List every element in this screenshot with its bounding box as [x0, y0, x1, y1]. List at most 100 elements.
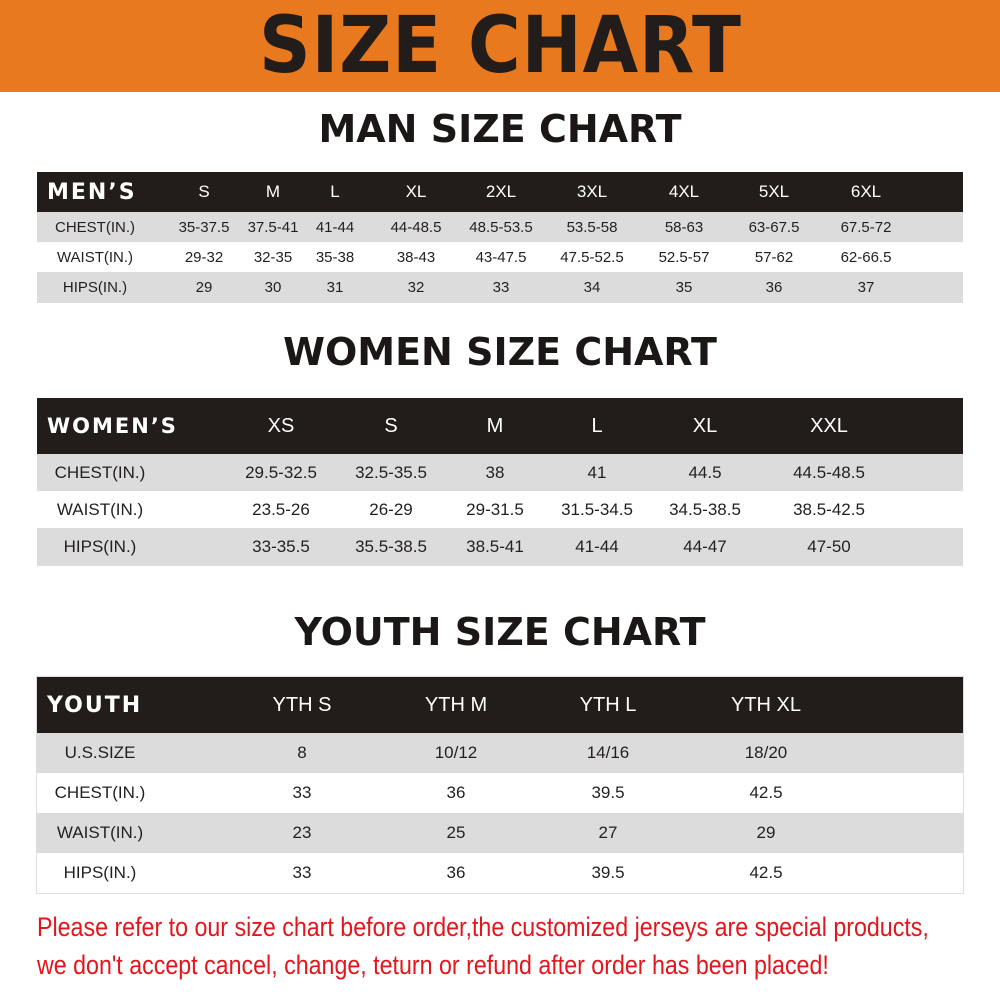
size-header-s: S: [384, 414, 398, 437]
header-label: MEN’S: [47, 179, 137, 205]
table-cell: 62-66.5: [840, 248, 892, 266]
banner: SIZE CHART: [0, 0, 1000, 92]
row-label: WAIST(IN.): [56, 823, 144, 842]
size-header-yth-xl: YTH XL: [730, 693, 802, 716]
men-size-table: MEN’S S M L XL 2XL 3XL 4XL 5XL 6XL CHEST(IN.) 35-37…: [37, 172, 963, 303]
row-label: HIPS(IN.): [63, 863, 137, 882]
table-cell: 37: [857, 279, 875, 296]
table-cell: 29-32: [184, 248, 224, 266]
table-cell: 29-31.5: [466, 499, 524, 519]
table-cell: 38.5-41: [466, 537, 524, 556]
table-cell: 35: [675, 279, 693, 296]
table-cell: 57-62: [754, 248, 794, 266]
table-cell: 41-44: [575, 537, 619, 556]
size-header-l: L: [330, 182, 340, 201]
table-cell: 31: [326, 279, 344, 296]
table-cell: 32-35: [253, 248, 293, 266]
table-cell: 34.5-38.5: [669, 499, 741, 519]
size-header-yth-l: YTH L: [579, 693, 637, 716]
size-header-s: S: [198, 182, 210, 201]
table-cell: 31.5-34.5: [561, 499, 633, 519]
table-cell: 34: [583, 279, 601, 296]
table-cell: 35-37.5: [178, 218, 230, 236]
table-cell: 39.5: [591, 863, 625, 882]
table-cell: 58-63: [664, 218, 704, 236]
table-cell: 47.5-52.5: [560, 248, 624, 266]
table-row: WAIST(IN.) 29-32 32-35 35-38 38-43 43-47.5 47.…: [37, 242, 963, 272]
table-cell: 30: [264, 279, 282, 296]
table-cell: 18/20: [744, 743, 788, 762]
table-row: HIPS(IN.) 29 30 31 32 33 34 35 36 37: [37, 272, 963, 303]
table-cell: 37.5-41: [247, 218, 299, 236]
row-label: CHEST(IN.): [54, 462, 146, 482]
row-label: HIPS(IN.): [63, 537, 137, 556]
table-header-row: WOMEN’S XS S M L XL XXL: [37, 398, 963, 454]
table-cell: 35.5-38.5: [355, 537, 427, 556]
row-label: U.S.SIZE: [64, 743, 136, 762]
size-header-yth-s: YTH S: [272, 693, 332, 716]
size-header-xxl: XXL: [810, 414, 848, 437]
table-cell: 14/16: [586, 743, 630, 762]
table-cell: 33: [292, 783, 312, 802]
table-cell: 42.5: [749, 783, 783, 802]
table-cell: 36: [446, 863, 466, 882]
table-cell: 32.5-35.5: [355, 462, 427, 482]
youth-size-table: YOUTH YTH S YTH M YTH L YTH XL U.S.SIZE 8 10/12…: [36, 676, 964, 894]
table-cell: 33: [292, 863, 312, 882]
row-label: HIPS(IN.): [62, 279, 128, 296]
table-cell: 23.5-26: [252, 499, 310, 519]
table-row: U.S.SIZE 8 10/12 14/16 18/20: [37, 733, 963, 773]
row-label: CHEST(IN.): [55, 218, 135, 236]
table-row: CHEST(IN.) 33 36 39.5 42.5: [37, 773, 963, 813]
women-size-table: WOMEN’S XS S M L XL XXL CHEST(IN.) 29.5-32.5 32.5…: [37, 398, 963, 566]
table-cell: 35-38: [315, 248, 355, 266]
table-cell: 8: [297, 743, 307, 762]
table-cell: 41: [587, 462, 607, 482]
table-cell: 23: [292, 823, 312, 842]
table-cell: 44.5-48.5: [793, 462, 865, 482]
table-cell: 41-44: [315, 218, 355, 236]
row-label: WAIST(IN.): [56, 499, 144, 519]
table-cell: 29: [195, 279, 213, 296]
table-cell: 44-48.5: [390, 218, 442, 236]
table-cell: 42.5: [749, 863, 783, 882]
size-header-yth-m: YTH M: [424, 693, 488, 716]
table-cell: 39.5: [591, 783, 625, 802]
table-cell: 53.5-58: [566, 218, 618, 236]
banner-title: SIZE CHART: [258, 1, 742, 91]
size-header-xl: XL: [405, 182, 427, 201]
table-cell: 63-67.5: [748, 218, 800, 236]
table-cell: 47-50: [807, 537, 851, 556]
notice-line-1: Please refer to our size chart before or…: [37, 912, 929, 942]
size-header-3xl: 3XL: [576, 182, 608, 201]
table-cell: 27: [598, 823, 618, 842]
table-row: HIPS(IN.) 33 36 39.5 42.5: [37, 853, 963, 893]
table-row: WAIST(IN.) 23 25 27 29: [37, 813, 963, 853]
header-label: YOUTH: [47, 692, 143, 718]
header-label: WOMEN’S: [47, 414, 178, 438]
table-row: WAIST(IN.) 23.5-26 26-29 29-31.5 31.5-34.5 34…: [37, 491, 963, 528]
table-cell: 44.5: [688, 462, 722, 482]
size-header-xs: XS: [267, 414, 295, 437]
table-cell: 32: [407, 279, 425, 296]
size-header-m: M: [265, 182, 281, 201]
size-header-4xl: 4XL: [668, 182, 700, 201]
table-cell: 26-29: [369, 499, 413, 519]
row-label: CHEST(IN.): [54, 783, 146, 802]
youth-section-title: YOUTH SIZE CHART: [294, 610, 706, 654]
table-cell: 38: [485, 462, 505, 482]
table-cell: 36: [446, 783, 466, 802]
table-header-row: YOUTH YTH S YTH M YTH L YTH XL: [37, 677, 963, 733]
size-header-2xl: 2XL: [485, 182, 517, 201]
table-cell: 33: [492, 279, 510, 296]
table-cell: 36: [765, 279, 783, 296]
table-cell: 43-47.5: [475, 248, 527, 266]
table-cell: 38.5-42.5: [793, 499, 865, 519]
table-cell: 29.5-32.5: [245, 462, 317, 482]
size-header-m: M: [486, 414, 504, 437]
table-cell: 48.5-53.5: [469, 218, 533, 236]
table-cell: 33-35.5: [252, 537, 310, 556]
women-section-title: WOMEN SIZE CHART: [283, 330, 717, 374]
table-cell: 25: [446, 823, 466, 842]
table-cell: 29: [756, 823, 776, 842]
